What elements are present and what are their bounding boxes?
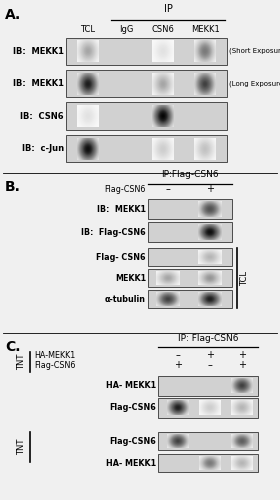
Text: Flag-CSN6: Flag-CSN6 [109,404,156,412]
Text: IgG: IgG [119,26,133,35]
Text: HA- MEKK1: HA- MEKK1 [106,458,156,468]
Text: A.: A. [5,8,21,22]
Bar [66,135,227,162]
Text: +: + [238,360,246,370]
Text: TCL: TCL [240,271,249,286]
Text: C.: C. [5,340,20,354]
Bar [158,376,258,396]
Text: +: + [206,350,214,360]
Text: B.: B. [5,180,21,194]
Text: MEKK1: MEKK1 [191,26,219,35]
Text: +: + [238,350,246,360]
Text: IP: IP [164,4,172,14]
Text: TNT: TNT [17,439,27,455]
Text: –: – [207,360,213,370]
Text: –: – [165,184,171,194]
Text: (Long Exposure): (Long Exposure) [229,80,280,87]
Bar [66,38,227,65]
Bar [148,199,232,219]
Bar [66,70,227,98]
Text: MEKK1: MEKK1 [115,274,146,283]
Bar [148,222,232,242]
Text: α-tubulin: α-tubulin [105,295,146,304]
Text: IB:  c-Jun: IB: c-Jun [22,144,64,153]
Text: TNT: TNT [17,354,27,370]
Text: Flag-CSN6: Flag-CSN6 [34,360,75,370]
Text: Flag-CSN6: Flag-CSN6 [109,436,156,446]
Text: IB:  Flag-CSN6: IB: Flag-CSN6 [81,228,146,236]
Bar [148,290,232,308]
Bar [66,102,227,130]
Bar [158,432,258,450]
Text: HA- MEKK1: HA- MEKK1 [106,382,156,390]
Text: IP:Flag-CSN6: IP:Flag-CSN6 [161,170,219,179]
Text: +: + [174,360,182,370]
Bar [148,248,232,266]
Text: (Short Exposure): (Short Exposure) [229,48,280,54]
Bar [158,454,258,472]
Text: Flag- CSN6: Flag- CSN6 [97,253,146,262]
Text: IP: Flag-CSN6: IP: Flag-CSN6 [178,334,238,343]
Text: –: – [176,350,180,360]
Text: IB:  MEKK1: IB: MEKK1 [13,46,64,56]
Bar [148,270,232,287]
Bar [158,398,258,418]
Text: CSN6: CSN6 [151,26,174,35]
Text: IB:  MEKK1: IB: MEKK1 [97,204,146,214]
Text: +: + [206,184,214,194]
Text: TCL: TCL [81,26,95,35]
Text: Flag-CSN6: Flag-CSN6 [105,184,146,194]
Text: IB:  CSN6: IB: CSN6 [20,112,64,120]
Text: IB:  MEKK1: IB: MEKK1 [13,79,64,88]
Text: HA-MEKK1: HA-MEKK1 [34,350,75,360]
